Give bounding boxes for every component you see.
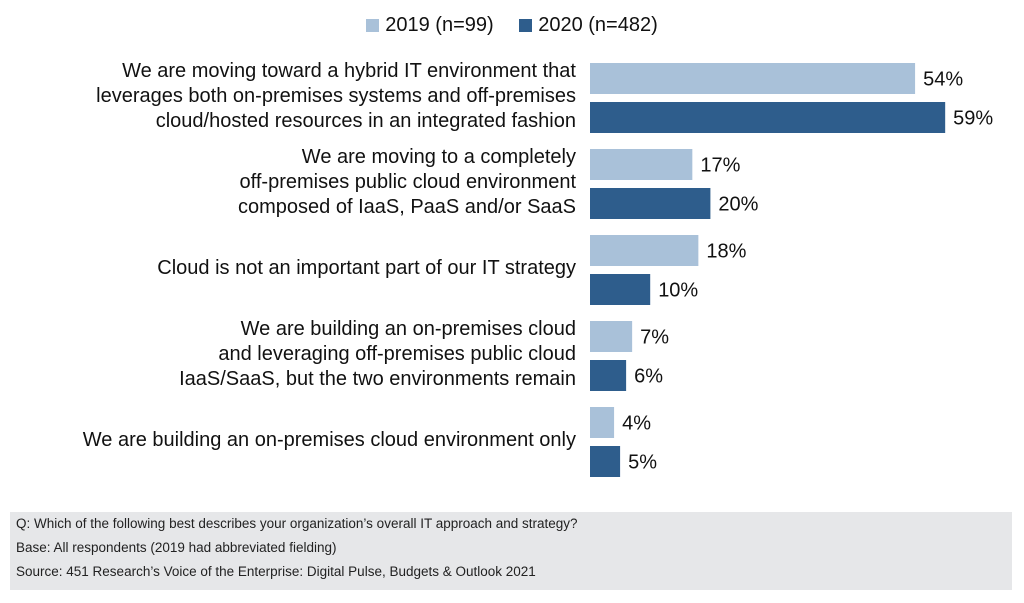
data-label: 7% bbox=[640, 327, 669, 349]
bar-2019 bbox=[590, 235, 699, 266]
category-label-line: Cloud is not an important part of our IT… bbox=[157, 256, 576, 279]
legend-swatch bbox=[366, 19, 380, 32]
category-label-line: and leveraging off-premises public cloud bbox=[218, 342, 576, 365]
category-label-line: We are moving to a completely bbox=[301, 145, 576, 168]
legend: 2019 (n=99) 2020 (n=482) bbox=[0, 14, 1024, 38]
bar-2019 bbox=[590, 63, 916, 94]
category-label-line: We are moving toward a hybrid IT environ… bbox=[122, 59, 576, 82]
bar-2020 bbox=[590, 274, 651, 305]
legend-item-2020: 2020 (n=482) bbox=[519, 14, 658, 37]
category-label-line: IaaS/SaaS, but the two environments rema… bbox=[179, 367, 576, 390]
data-label: 10% bbox=[658, 280, 698, 302]
data-label: 54% bbox=[923, 69, 963, 91]
category-label: We are moving to a completely off-premise… bbox=[0, 145, 576, 220]
legend-swatch bbox=[519, 19, 533, 32]
chart-footer: Q: Which of the following best describes… bbox=[10, 512, 1012, 590]
category-label-line: composed of IaaS, PaaS and/or SaaS bbox=[238, 195, 576, 218]
bar-2019 bbox=[590, 149, 693, 180]
category-label: Cloud is not an important part of our IT… bbox=[0, 256, 576, 281]
category-label-line: off-premises public cloud environment bbox=[239, 170, 576, 193]
base-note: Base: All respondents (2019 had abbrevia… bbox=[16, 540, 337, 555]
category-label: We are moving toward a hybrid IT environ… bbox=[0, 59, 576, 134]
bar-2020 bbox=[590, 188, 711, 219]
category-label-line: leverages both on-premises systems and o… bbox=[96, 84, 576, 107]
data-label: 59% bbox=[953, 108, 993, 130]
data-label: 4% bbox=[622, 413, 651, 435]
bar-2019 bbox=[590, 321, 633, 352]
data-label: 5% bbox=[628, 452, 657, 474]
bar-chart: 54% 59% 17% 20% 18% 10% 7% 6% 4% 5% bbox=[590, 63, 993, 477]
question-note: Q: Which of the following best describes… bbox=[16, 516, 578, 531]
legend-item-2019: 2019 (n=99) bbox=[366, 14, 494, 37]
category-label-line: We are building an on-premises cloud env… bbox=[82, 428, 576, 451]
data-label: 17% bbox=[700, 155, 740, 177]
category-label: We are building an on-premises cloud env… bbox=[0, 428, 576, 453]
data-label: 6% bbox=[634, 366, 663, 388]
category-label: We are building an on-premises cloud and … bbox=[0, 317, 576, 392]
bar-2020 bbox=[590, 446, 621, 477]
data-label: 18% bbox=[706, 241, 746, 263]
bar-2020 bbox=[590, 102, 946, 133]
category-label-line: We are building an on-premises cloud bbox=[240, 317, 576, 340]
source-note: Source: 451 Research’s Voice of the Ente… bbox=[16, 564, 536, 579]
category-label-line: cloud/hosted resources in an integrated … bbox=[155, 109, 576, 132]
bar-2020 bbox=[590, 360, 627, 391]
bar-2019 bbox=[590, 407, 615, 438]
data-label: 20% bbox=[718, 194, 758, 216]
